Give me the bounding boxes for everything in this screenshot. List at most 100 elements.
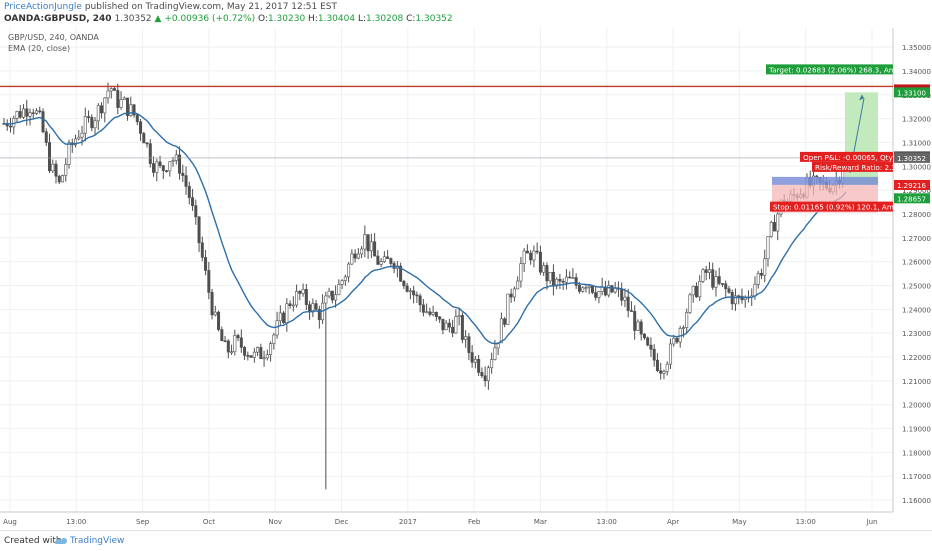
candle-body bbox=[373, 241, 377, 257]
candle-body bbox=[522, 250, 526, 264]
plot-area bbox=[0, 28, 893, 512]
candle-body bbox=[473, 358, 477, 363]
candle-body bbox=[90, 117, 94, 129]
candle-body bbox=[272, 334, 276, 344]
y-tick-label: 1.28000 bbox=[902, 211, 931, 219]
candle-body bbox=[402, 280, 406, 287]
candle-body bbox=[233, 335, 237, 352]
candle-body bbox=[363, 234, 367, 250]
candle-body bbox=[379, 261, 383, 265]
candle-body bbox=[477, 358, 481, 373]
candle-body bbox=[100, 105, 104, 114]
candle-body bbox=[194, 205, 198, 218]
candle-body bbox=[311, 303, 315, 313]
candle-body bbox=[282, 312, 286, 323]
candle-body bbox=[278, 312, 282, 322]
legend-ema: EMA (20, close) bbox=[8, 44, 71, 53]
candle-body bbox=[519, 263, 523, 282]
candle-body bbox=[275, 320, 279, 336]
x-tick-label: 2017 bbox=[399, 518, 417, 526]
entry-zone bbox=[772, 176, 878, 185]
ema-line bbox=[3, 112, 847, 345]
candle-body bbox=[766, 236, 770, 260]
candle-body bbox=[408, 290, 412, 293]
candle-body bbox=[590, 285, 594, 293]
candle-body bbox=[701, 269, 705, 282]
candle-body bbox=[353, 253, 357, 259]
candle-body bbox=[87, 116, 91, 118]
candle-body bbox=[243, 347, 247, 356]
candle-body bbox=[152, 163, 156, 173]
candle-body bbox=[83, 116, 87, 134]
candle-body bbox=[103, 97, 107, 114]
candle-body bbox=[330, 290, 334, 301]
candle-body bbox=[457, 315, 461, 317]
price-tag-bg bbox=[894, 193, 930, 204]
candle-body bbox=[25, 108, 29, 117]
low-value: 1.30208 bbox=[366, 14, 404, 24]
y-tick-label: 1.24000 bbox=[902, 306, 931, 314]
stop-label: Stop: 0.01165 (0.92%) 120.1, Am bbox=[773, 203, 894, 212]
candle-body bbox=[389, 258, 393, 264]
price-chart[interactable]: 1.350001.340001.330001.320001.310001.300… bbox=[0, 28, 932, 530]
stop-label-bg bbox=[770, 201, 893, 212]
candle-body bbox=[538, 251, 542, 273]
symbol-line: OANDA:GBPUSD, 240 1.30352 ▲ +0.00936 (+0… bbox=[4, 14, 453, 24]
candle-body bbox=[698, 280, 702, 298]
candle-body bbox=[213, 311, 217, 316]
candle-body bbox=[490, 359, 494, 369]
candle-body bbox=[581, 287, 585, 292]
candle-body bbox=[655, 359, 659, 371]
rr-label: Risk/Reward Ratio: 2.3 bbox=[815, 163, 896, 172]
candle-body bbox=[483, 375, 487, 382]
candle-body bbox=[646, 337, 650, 346]
candle-body bbox=[467, 336, 471, 353]
candle-body bbox=[623, 296, 627, 301]
candle-body bbox=[607, 285, 611, 296]
author-link[interactable]: PriceActionJungle bbox=[4, 2, 82, 12]
candle-body bbox=[535, 250, 539, 253]
candle-body bbox=[9, 125, 13, 128]
tradingview-logo-icon bbox=[55, 537, 67, 544]
price-tag-label: 1.28657 bbox=[897, 195, 926, 203]
open-label: O: bbox=[257, 14, 268, 24]
candle-body bbox=[204, 257, 208, 271]
candle-body bbox=[80, 132, 84, 138]
candle-body bbox=[191, 197, 195, 206]
candle-body bbox=[376, 255, 380, 265]
candle-body bbox=[720, 283, 724, 285]
candle-body bbox=[509, 293, 513, 298]
candle-body bbox=[421, 304, 425, 313]
tradingview-link[interactable]: TradingView bbox=[70, 536, 125, 546]
chart-svg[interactable]: 1.350001.340001.330001.320001.310001.300… bbox=[0, 28, 932, 530]
candle-body bbox=[603, 286, 607, 296]
candle-body bbox=[451, 326, 455, 334]
candle-body bbox=[64, 164, 68, 176]
candle-body bbox=[246, 355, 250, 357]
candle-body bbox=[155, 161, 159, 173]
candle-body bbox=[493, 347, 497, 360]
candle-body bbox=[15, 111, 19, 119]
candle-body bbox=[122, 97, 126, 100]
candle-body bbox=[259, 347, 263, 359]
candle-body bbox=[675, 337, 679, 343]
candle-body bbox=[220, 329, 224, 342]
y-tick-label: 1.17000 bbox=[902, 473, 931, 481]
y-tick-label: 1.20000 bbox=[902, 402, 931, 410]
candle-body bbox=[444, 322, 448, 331]
candle-body bbox=[96, 105, 100, 122]
candle-body bbox=[672, 337, 676, 345]
candle-body bbox=[116, 90, 120, 108]
candle-body bbox=[31, 112, 35, 115]
candle-body bbox=[558, 278, 562, 282]
y-tick-label: 1.35000 bbox=[902, 44, 931, 52]
candle-body bbox=[659, 370, 663, 374]
y-tick-label: 1.18000 bbox=[902, 449, 931, 457]
candle-body bbox=[447, 322, 451, 328]
candle-body bbox=[681, 327, 685, 329]
candle-body bbox=[262, 357, 266, 360]
candle-body bbox=[295, 291, 299, 306]
candle-body bbox=[187, 186, 191, 198]
legend-symbol: GBP/USD, 240, OANDA bbox=[8, 33, 99, 42]
candle-body bbox=[252, 351, 256, 358]
